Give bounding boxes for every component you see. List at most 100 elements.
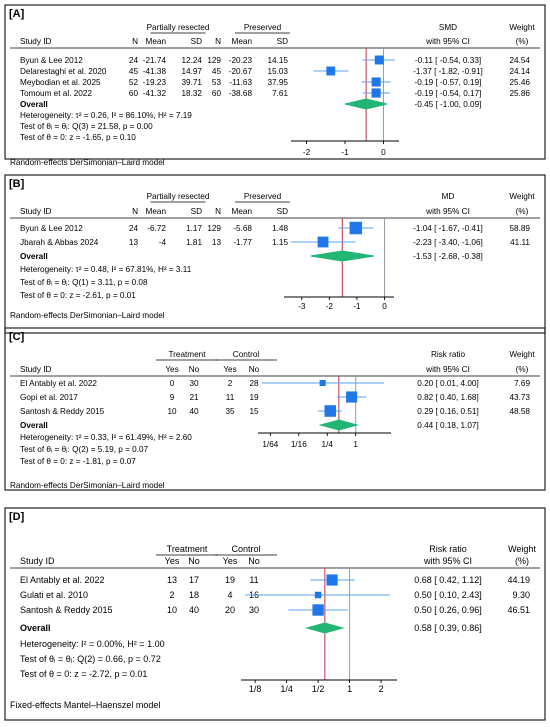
study-point-marker xyxy=(346,391,358,403)
study-cell: 11 xyxy=(226,393,235,402)
heterogeneity-stat: Test of θ = 0: z = -1.65, p = 0.10 xyxy=(20,133,136,142)
column-header: SD xyxy=(277,207,288,216)
study-cell: 18 xyxy=(189,590,199,600)
study-cell: -1.77 xyxy=(233,238,252,247)
x-axis-tick-label: -3 xyxy=(298,302,306,311)
x-axis-tick-label: 1/8 xyxy=(249,684,262,694)
study-name: Santosh & Reddy 2015 xyxy=(20,605,113,615)
weight-subheader: (%) xyxy=(516,37,529,46)
overall-ci-text: 0.58 [ 0.39, 0.86] xyxy=(414,623,482,633)
study-name: El Antably et al. 2022 xyxy=(20,379,97,388)
study-cell: 13 xyxy=(167,575,177,585)
group-header: Preserved xyxy=(244,192,282,201)
study-cell: 52 xyxy=(129,78,139,87)
study-name: Tomoum et al. 2022 xyxy=(20,89,92,98)
model-note: Random-effects DerSimonian–Laird model xyxy=(10,481,165,490)
column-header: Mean xyxy=(232,207,253,216)
column-header: No xyxy=(248,556,260,566)
overall-diamond xyxy=(344,98,388,110)
study-weight: 44.19 xyxy=(507,575,530,585)
study-weight: 7.69 xyxy=(514,379,530,388)
heterogeneity-stat: Heterogeneity: I² = 0.00%, H² = 1.00 xyxy=(20,639,165,649)
forest-panel-3: [C] Treatment Yes No Control Yes No Study ID Ris… xyxy=(4,327,546,491)
panel-border xyxy=(4,327,546,491)
study-ci-text: -1.37 [ -1.82, -0.91] xyxy=(413,67,483,76)
x-axis-tick-label: 1/4 xyxy=(280,684,293,694)
group-header: Partially resected xyxy=(147,192,210,201)
column-header: No xyxy=(249,365,260,374)
overall-ci-text: -1.53 [ -2.68, -0.38] xyxy=(413,252,483,261)
heterogeneity-stat: Test of θᵢ = θⱼ: Q(2) = 5.19, p = 0.07 xyxy=(20,445,149,454)
study-cell: 129 xyxy=(207,56,221,65)
heterogeneity-stat: Test of θᵢ = θⱼ: Q(3) = 21.58, p = 0.00 xyxy=(20,122,153,131)
model-note: Random-effects DerSimonian–Laird model xyxy=(10,158,165,167)
x-axis-tick-label: 1 xyxy=(353,440,358,449)
study-name: Byun & Lee 2012 xyxy=(20,56,83,65)
x-axis-tick-label: -1 xyxy=(341,148,349,157)
study-cell: 30 xyxy=(189,379,199,388)
study-ci-text: -1.04 [ -1.67, -0.41] xyxy=(413,224,483,233)
study-cell: -21.74 xyxy=(143,56,167,65)
column-header: N xyxy=(132,207,138,216)
x-axis-tick-label: 1 xyxy=(347,684,352,694)
effect-subheader: with 95% CI xyxy=(423,556,472,566)
column-header: Yes xyxy=(165,556,180,566)
heterogeneity-stat: Test of θ = 0: z = -2.72, p = 0.01 xyxy=(20,669,147,679)
study-point-marker xyxy=(374,55,384,65)
study-cell: 1.17 xyxy=(186,224,202,233)
study-cell: 10 xyxy=(167,605,177,615)
group-header: Partially resected xyxy=(147,23,210,32)
x-axis-tick-label: 1/16 xyxy=(291,440,307,449)
study-cell: 45 xyxy=(129,67,139,76)
study-id-header: Study ID xyxy=(20,365,51,374)
study-cell: 7.61 xyxy=(272,89,288,98)
study-cell: 2 xyxy=(228,379,233,388)
study-cell: 11 xyxy=(249,575,258,585)
x-axis-tick-label: 2 xyxy=(379,684,384,694)
study-cell: -6.72 xyxy=(147,224,166,233)
study-cell: 4 xyxy=(227,590,232,600)
study-cell: 24 xyxy=(129,224,139,233)
overall-label: Overall xyxy=(20,100,48,109)
study-name: Gopi et al. 2017 xyxy=(20,393,78,402)
model-note: Random-effects DerSimonian–Laird model xyxy=(10,311,165,320)
study-cell: 39.71 xyxy=(182,78,203,87)
weight-header: Weight xyxy=(509,350,535,359)
study-cell: 0 xyxy=(170,379,175,388)
study-cell: 15.03 xyxy=(268,67,289,76)
study-weight: 24.14 xyxy=(510,67,531,76)
weight-header: Weight xyxy=(509,192,535,201)
study-ci-text: -2.23 [ -3.40, -1.06] xyxy=(413,238,483,247)
column-header: N xyxy=(215,207,221,216)
study-point-marker xyxy=(312,604,324,616)
study-point-marker xyxy=(319,379,326,387)
study-cell: 35 xyxy=(225,407,235,416)
heterogeneity-stat: Test of θ = 0: z = -2.61, p = 0.01 xyxy=(20,291,136,300)
x-axis-tick-label: 1/64 xyxy=(262,440,278,449)
group-header: Control xyxy=(231,544,260,554)
overall-label: Overall xyxy=(20,623,51,633)
heterogeneity-stat: Heterogeneity: τ² = 0.26, I² = 86.10%, H… xyxy=(20,111,192,120)
study-name: Delarestaghi et al. 2020 xyxy=(20,67,107,76)
study-point-marker xyxy=(326,574,338,586)
study-cell: 30 xyxy=(249,605,259,615)
effect-subheader: with 95% CI xyxy=(425,207,470,216)
column-header: N xyxy=(132,37,138,46)
column-header: Yes xyxy=(223,556,238,566)
forest-panel-4: [D] Treatment Yes No Control Yes No Study ID Ris… xyxy=(4,507,546,721)
column-header: No xyxy=(189,365,200,374)
x-axis-tick-label: 0 xyxy=(381,148,386,157)
heterogeneity-stat: Test of θ = 0: z = -1.81, p = 0.07 xyxy=(20,457,136,466)
effect-subheader: with 95% CI xyxy=(425,37,470,46)
study-name: Byun & Lee 2012 xyxy=(20,224,83,233)
panel-border xyxy=(4,507,546,721)
heterogeneity-stat: Heterogeneity: τ² = 0.33, I² = 61.49%, H… xyxy=(20,433,192,442)
study-cell: 2 xyxy=(169,590,174,600)
study-ci-text: 0.82 [ 0.40, 1.68] xyxy=(417,393,478,402)
study-name: Jbarah & Abbas 2024 xyxy=(20,238,99,247)
study-cell: -41.38 xyxy=(143,67,167,76)
study-point-marker xyxy=(317,236,329,248)
column-header: Yes xyxy=(165,365,178,374)
study-cell: -11.63 xyxy=(229,78,252,87)
study-cell: 24 xyxy=(129,56,139,65)
